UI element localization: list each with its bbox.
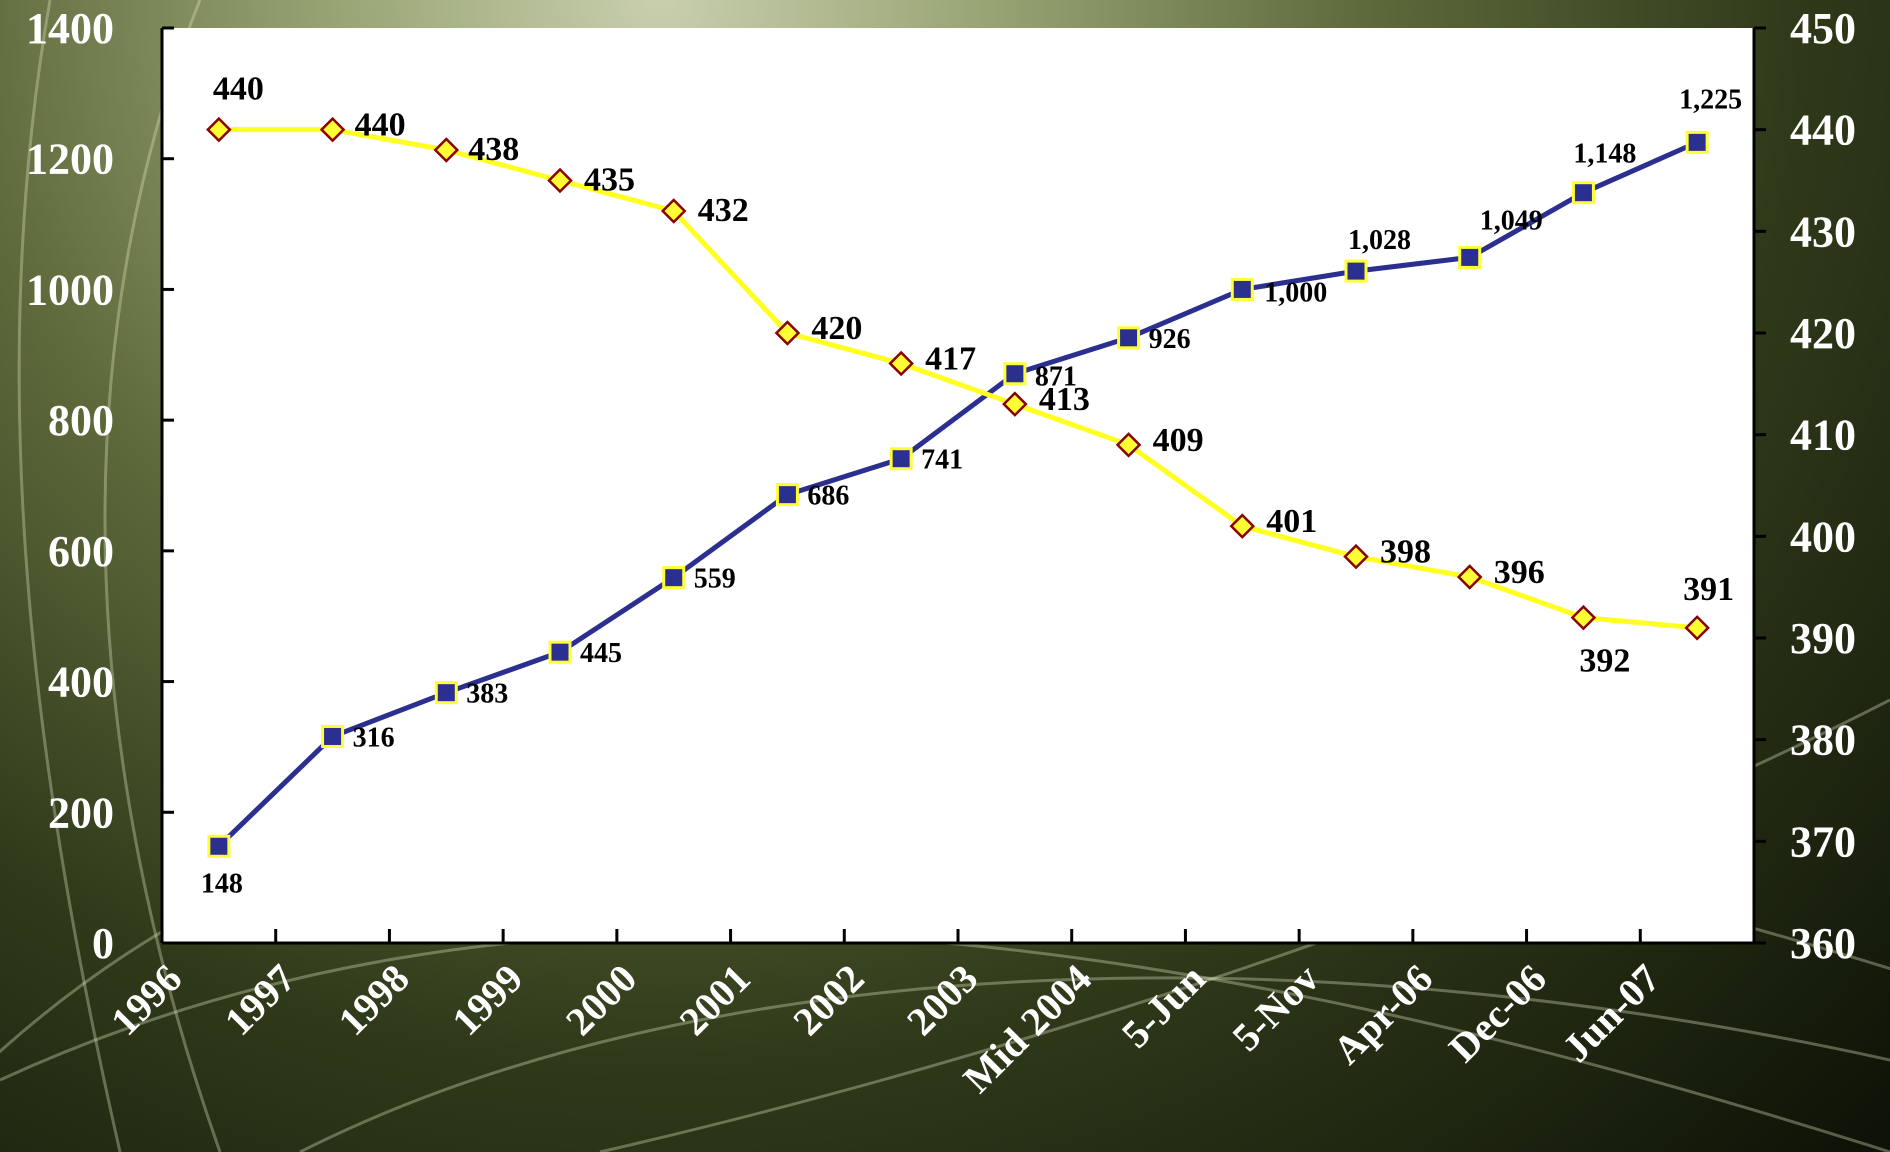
x-tick-label: 2001 [671, 956, 759, 1044]
data-label-right-series: 420 [811, 310, 862, 347]
data-label-left-series: 1,148 [1573, 139, 1636, 170]
data-label-right-series: 435 [584, 162, 635, 199]
data-label-left-series: 316 [353, 722, 395, 753]
data-label-left-series: 741 [921, 445, 963, 476]
x-tick-label: 1996 [102, 956, 190, 1044]
data-label-right-series: 392 [1579, 643, 1630, 680]
y-right-tick-label: 360 [1790, 919, 1856, 968]
square-marker [1458, 245, 1482, 269]
y-left-tick-label: 1400 [26, 4, 114, 53]
square-marker [1230, 277, 1254, 301]
x-tick-label: Jun-07 [1554, 956, 1669, 1071]
series-right-line [218, 127, 1698, 631]
diamond-marker [660, 198, 687, 224]
square-marker [1571, 181, 1595, 205]
y-right-tick-label: 370 [1790, 817, 1856, 866]
x-tick-label: 2000 [557, 956, 645, 1044]
square-marker [889, 447, 913, 471]
data-label-right-series: 398 [1380, 534, 1431, 571]
square-marker [1117, 326, 1141, 350]
data-label-left-series: 686 [807, 481, 849, 512]
data-label-right-series: 391 [1683, 571, 1734, 608]
square-marker [1344, 259, 1368, 283]
data-label-left-series: 871 [1035, 362, 1077, 393]
data-label-left-series: 1,049 [1480, 205, 1543, 236]
diamond-marker [1684, 615, 1710, 641]
square-marker [434, 681, 458, 705]
square-marker [775, 483, 799, 507]
diamond-marker [1570, 604, 1597, 631]
diamond-marker [319, 116, 346, 143]
data-labels: 148 316 383 445 559 686 741 871 926 1,000 1,028 1,0… [201, 71, 1742, 900]
x-tick-label: Apr-06 [1324, 956, 1441, 1073]
data-label-right-series: 396 [1494, 554, 1545, 591]
y-left-tick-label: 0 [92, 919, 114, 968]
diamond-marker [1229, 513, 1256, 539]
y-right-tick-label: 430 [1790, 207, 1856, 256]
x-tick-label: 1997 [216, 956, 304, 1044]
series-left-line [217, 140, 1699, 849]
y-right-tick-label: 400 [1790, 512, 1856, 561]
square-marker [207, 834, 231, 858]
x-tick-label: Dec-06 [1440, 956, 1555, 1071]
data-label-right-series: 432 [698, 192, 749, 229]
square-marker [548, 640, 572, 664]
data-label-right-series: 440 [355, 107, 406, 144]
y-left-tick-label: 1000 [26, 265, 114, 314]
diamond-marker [1115, 432, 1142, 458]
square-marker [1003, 362, 1027, 386]
x-tick-label: 2002 [784, 956, 872, 1044]
diamond-marker [888, 350, 914, 377]
y-left-tick-label: 400 [48, 658, 114, 707]
diamond-marker [1002, 391, 1028, 417]
data-label-left-series: 383 [466, 679, 508, 710]
data-label-left-series: 559 [694, 564, 736, 595]
y-left-tick-label: 200 [48, 788, 114, 837]
series-markers [206, 116, 1710, 858]
y-right-tick-label: 390 [1790, 614, 1856, 663]
data-label-left-series: 1,225 [1679, 84, 1742, 115]
diamond-marker [1343, 543, 1369, 570]
data-label-left-series: 926 [1149, 324, 1191, 355]
data-label-right-series: 417 [925, 341, 976, 378]
data-label-left-series: 445 [580, 638, 622, 669]
diamond-marker [547, 167, 573, 194]
plot-area [162, 28, 1754, 943]
diamond-marker [1456, 564, 1483, 590]
diamond-marker [433, 137, 460, 163]
y-right-tick-label: 450 [1790, 4, 1856, 53]
data-label-left-series: 1,000 [1264, 277, 1327, 308]
data-label-right-series: 401 [1266, 503, 1317, 540]
diamond-marker [206, 116, 232, 143]
y-right-tick-label: 410 [1790, 411, 1856, 460]
data-label-right-series: 438 [468, 131, 519, 168]
data-label-right-series: 409 [1153, 422, 1204, 459]
data-label-left-series: 1,028 [1348, 225, 1411, 256]
y-left-tick-label: 600 [48, 527, 114, 576]
data-label-right-series: 413 [1039, 381, 1090, 418]
x-tick-label: 1999 [443, 956, 531, 1044]
square-marker [662, 566, 686, 590]
data-label-right-series: 440 [213, 71, 264, 108]
diamond-marker [774, 320, 801, 346]
y-left-tick-label: 1200 [26, 135, 114, 184]
y-right-tick-label: 420 [1790, 309, 1856, 358]
x-tick-label: 2003 [898, 956, 986, 1044]
y-right-tick-label: 380 [1790, 716, 1856, 765]
y-right-tick-label: 440 [1790, 106, 1856, 155]
square-marker [321, 724, 345, 748]
data-label-left-series: 148 [201, 868, 243, 899]
y-left-tick-label: 800 [48, 396, 114, 445]
square-marker [1685, 130, 1709, 154]
series-lines [217, 127, 1699, 849]
